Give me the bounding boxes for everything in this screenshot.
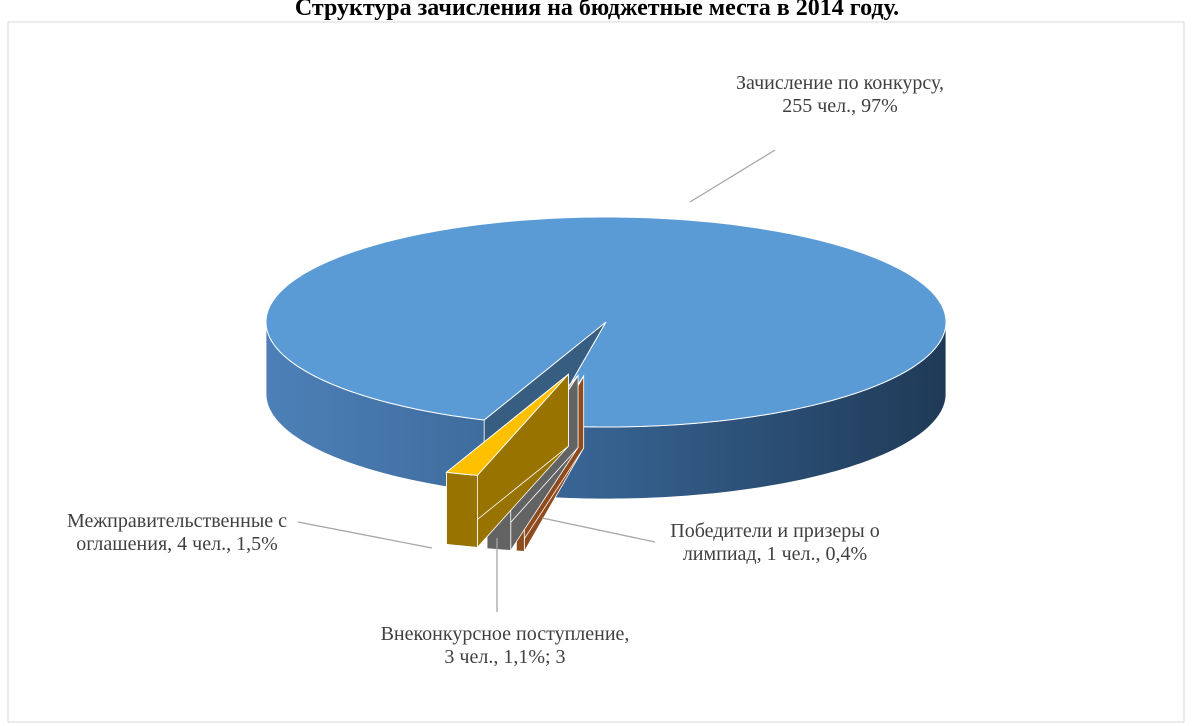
data-label: Внеконкурсное поступление, 3 чел., 1,1%;… [380,623,630,668]
leader-line [689,149,776,203]
chart-border [7,21,1185,723]
leader-line [541,517,656,543]
slice [265,216,947,428]
leader-line [297,521,433,549]
data-label: Победители и призеры олимпиад, 1 чел., 0… [670,520,880,565]
data-label: Межправительственные соглашения, 4 чел.,… [66,510,288,555]
chart-title: Структура зачисления на бюджетные места … [295,0,899,21]
slice [445,373,569,476]
slice-side [446,471,478,548]
leader-lines [297,149,776,612]
data-label: Зачисление по конкурсу, 255 чел., 97% [735,72,945,117]
